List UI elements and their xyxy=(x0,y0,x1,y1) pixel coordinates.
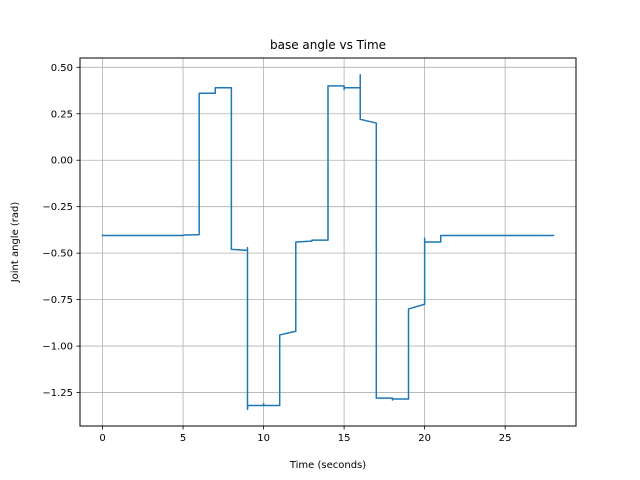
x-tick-label: 5 xyxy=(180,433,186,444)
series-line xyxy=(101,73,555,411)
x-tick-label: 10 xyxy=(257,433,270,444)
x-tick-label: 0 xyxy=(99,433,105,444)
x-tick-label: 15 xyxy=(338,433,351,444)
y-tick-label: −0.50 xyxy=(42,249,73,260)
x-tick-label: 25 xyxy=(499,433,512,444)
x-axis-label: Time (seconds) xyxy=(289,460,366,471)
chart-title: base angle vs Time xyxy=(270,38,386,52)
y-tick-label: −1.25 xyxy=(42,388,73,399)
series-layer xyxy=(101,73,555,411)
y-tick-label: 0.50 xyxy=(51,63,73,74)
plot-area-frame xyxy=(79,57,577,427)
y-axis-ticks: 0.50 0.25 0.00 −0.25 −0.50 −0.75 −1.00 −1.25 xyxy=(42,63,80,399)
y-tick-label: −1.00 xyxy=(42,342,73,353)
y-tick-label: 0.00 xyxy=(51,156,73,167)
x-axis-ticks: 0 5 10 15 20 25 xyxy=(99,426,512,444)
x-tick-label: 20 xyxy=(418,433,431,444)
y-tick-label: 0.25 xyxy=(51,109,73,120)
y-tick-label: −0.75 xyxy=(42,295,73,306)
y-axis-label: Joint angle (rad) xyxy=(10,202,21,284)
y-tick-label: −0.25 xyxy=(42,202,73,213)
